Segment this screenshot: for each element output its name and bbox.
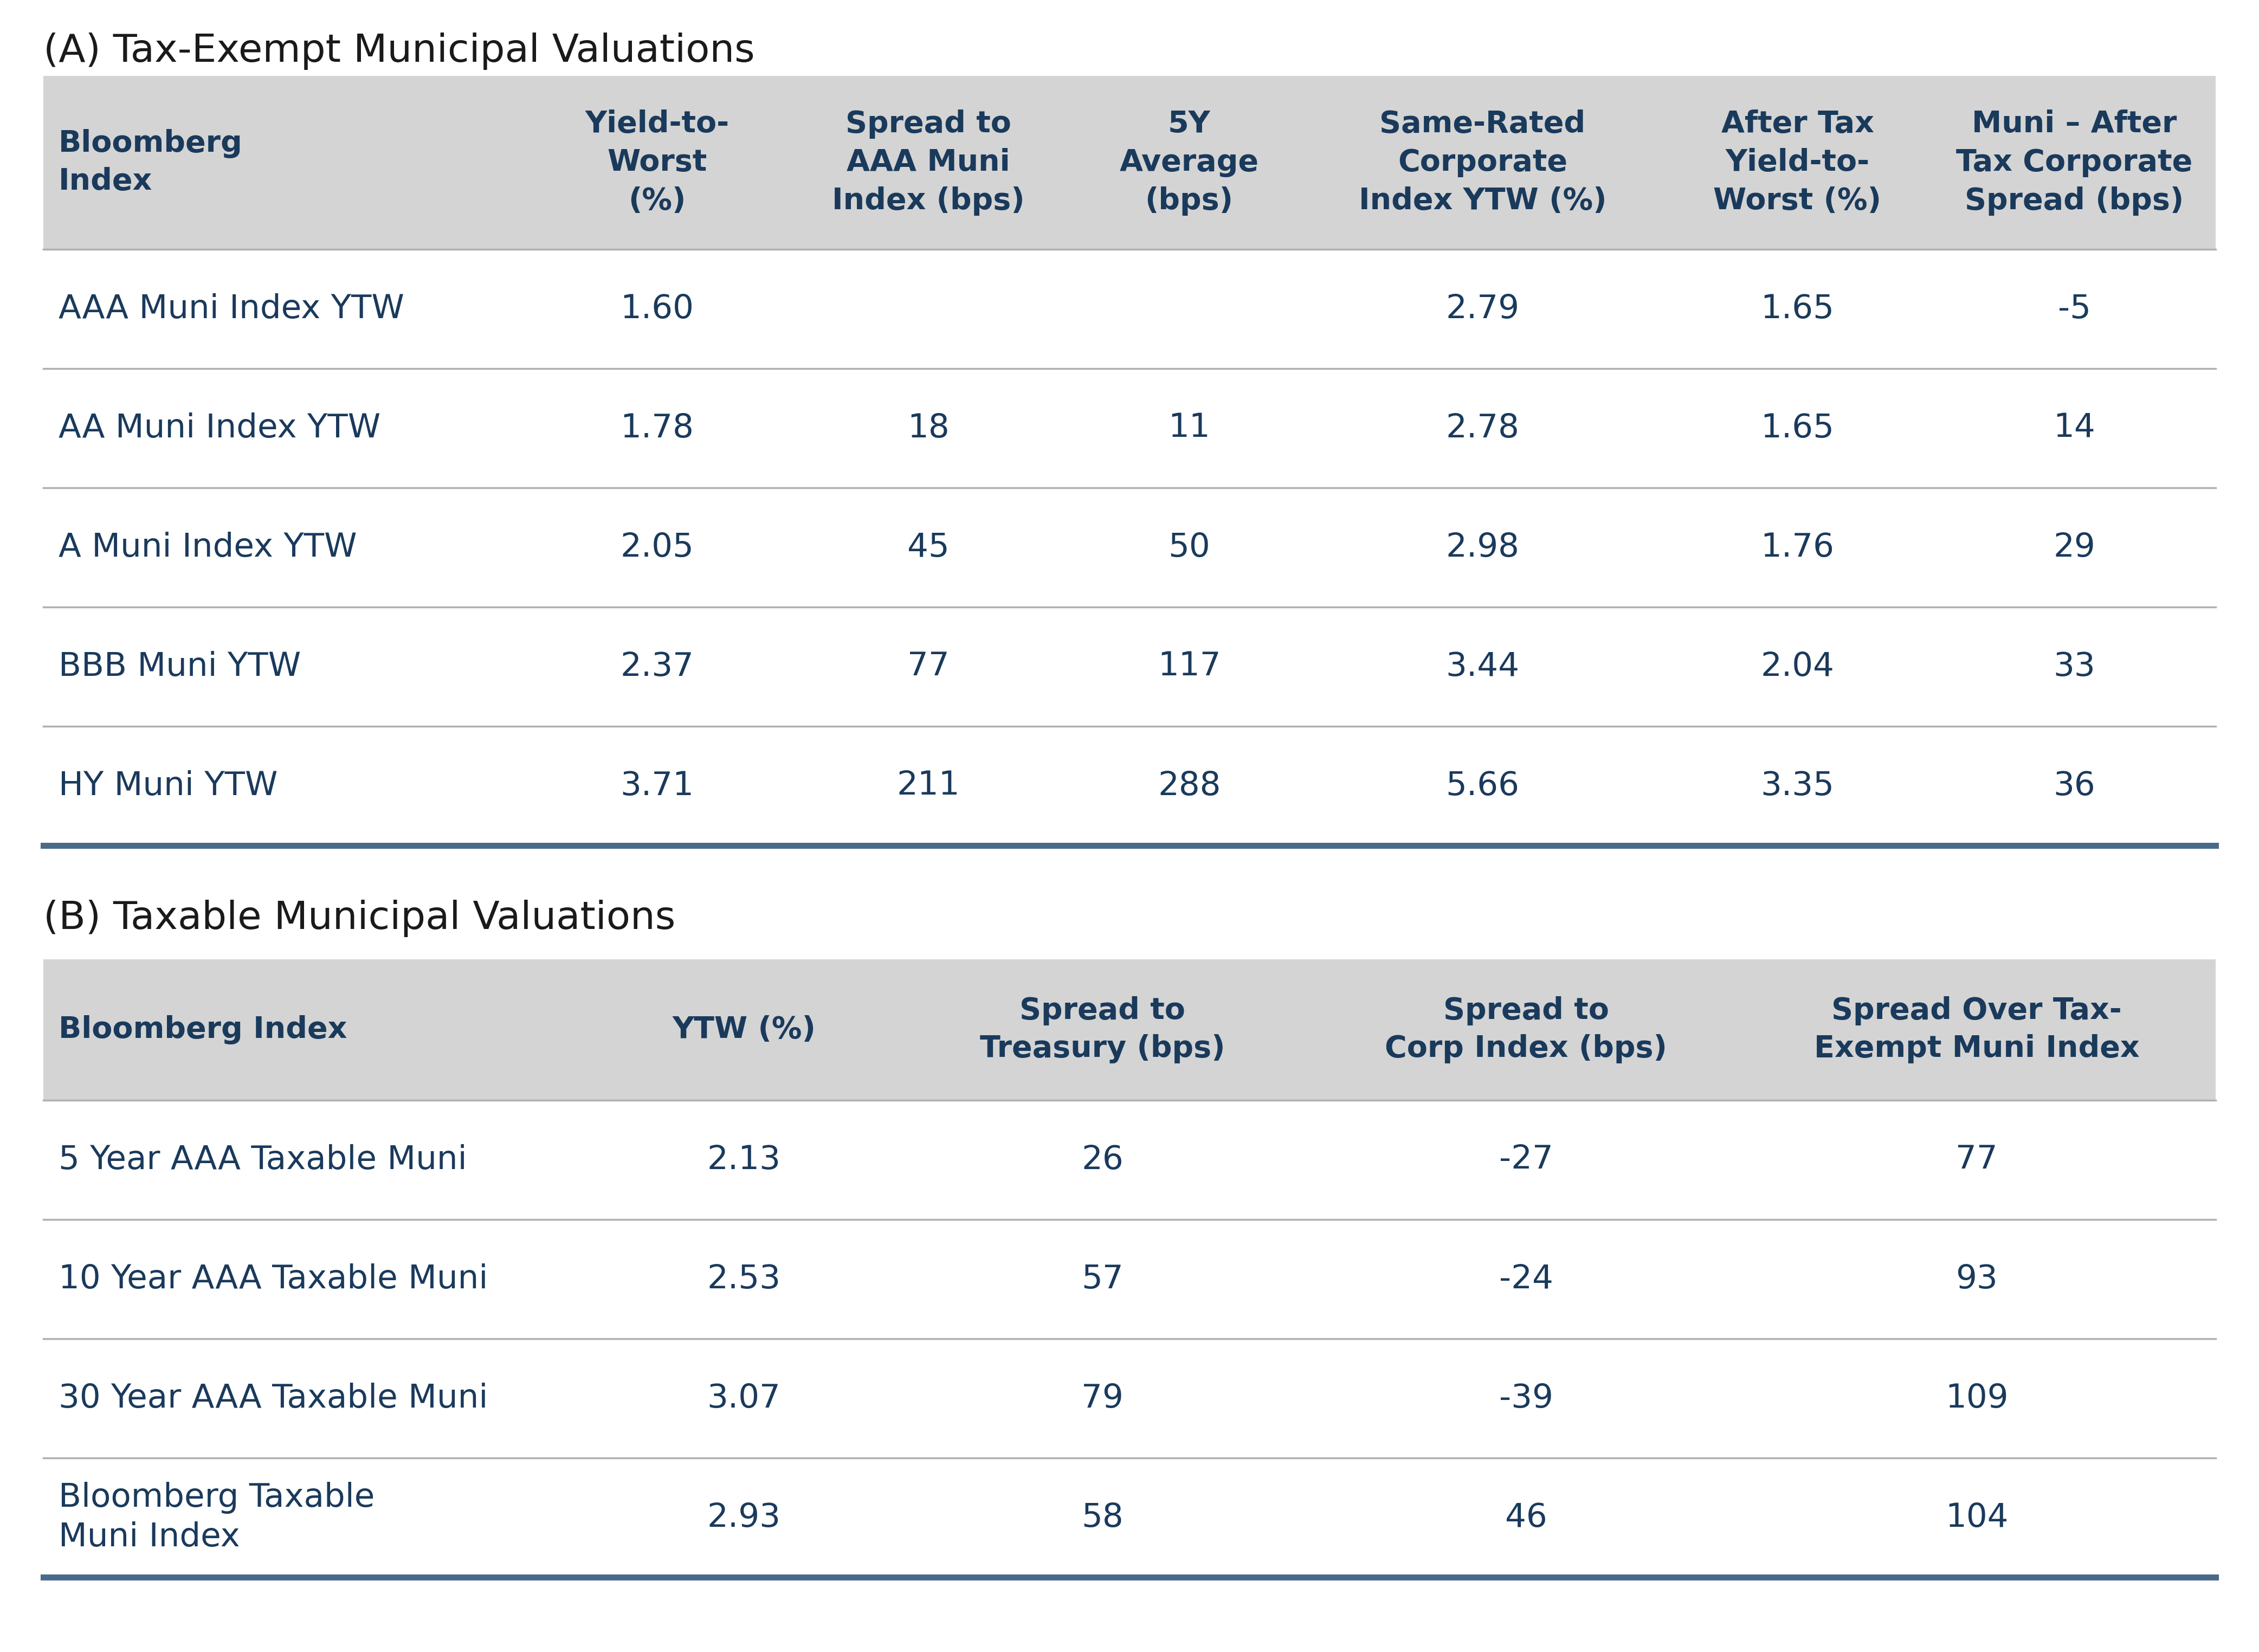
Text: 2.05: 2.05 [621,532,694,563]
Text: -24: -24 [1500,1264,1552,1295]
Text: 11: 11 [1168,413,1211,444]
Text: 18: 18 [908,413,949,444]
Bar [43,960,2216,1100]
Text: Spread to
Corp Index (bps): Spread to Corp Index (bps) [1385,996,1667,1064]
Text: Bloomberg
Index: Bloomberg Index [59,129,242,197]
Text: 211: 211 [897,770,960,801]
Text: 1.76: 1.76 [1760,532,1834,563]
Text: 10 Year AAA Taxable Muni: 10 Year AAA Taxable Muni [59,1264,488,1295]
Text: 3.35: 3.35 [1760,770,1834,801]
Text: Bloomberg Taxable
Muni Index: Bloomberg Taxable Muni Index [59,1482,375,1553]
Text: Muni – After
Tax Corporate
Spread (bps): Muni – After Tax Corporate Spread (bps) [1956,109,2193,216]
Text: 2.04: 2.04 [1760,651,1834,682]
Text: YTW (%): YTW (%) [673,1016,815,1044]
Text: (B) Taxable Municipal Valuations: (B) Taxable Municipal Valuations [43,900,675,937]
Text: 46: 46 [1504,1502,1547,1533]
Text: Spread to
Treasury (bps): Spread to Treasury (bps) [980,996,1224,1064]
Bar [43,76,2216,249]
Text: 5 Year AAA Taxable Muni: 5 Year AAA Taxable Muni [59,1143,468,1176]
Text: 104: 104 [1945,1502,2008,1533]
Text: -27: -27 [1500,1143,1552,1176]
Text: 2.53: 2.53 [707,1264,782,1295]
Text: 1.65: 1.65 [1760,292,1834,325]
Text: Yield-to-
Worst
(%): Yield-to- Worst (%) [585,109,730,216]
Text: 77: 77 [1956,1143,1997,1176]
Text: 50: 50 [1168,532,1211,563]
Text: 3.71: 3.71 [621,770,694,801]
Text: BBB Muni YTW: BBB Muni YTW [59,651,300,682]
Text: Spread to
AAA Muni
Index (bps): Spread to AAA Muni Index (bps) [831,109,1026,216]
Text: -5: -5 [2058,292,2092,325]
Text: 33: 33 [2053,651,2096,682]
Text: 109: 109 [1945,1383,2008,1414]
Text: 117: 117 [1157,651,1220,682]
Text: 79: 79 [1082,1383,1123,1414]
Text: 26: 26 [1082,1143,1123,1176]
Text: 36: 36 [2053,770,2096,801]
Text: (A) Tax-Exempt Municipal Valuations: (A) Tax-Exempt Municipal Valuations [43,33,755,69]
Text: Same-Rated
Corporate
Index YTW (%): Same-Rated Corporate Index YTW (%) [1358,109,1606,216]
Text: 5Y
Average
(bps): 5Y Average (bps) [1120,109,1258,216]
Text: Bloomberg Index: Bloomberg Index [59,1016,348,1044]
Text: 3.07: 3.07 [707,1383,782,1414]
Text: -39: -39 [1500,1383,1552,1414]
Text: 1.60: 1.60 [621,292,694,325]
Text: 58: 58 [1082,1502,1123,1533]
Text: 29: 29 [2053,532,2096,563]
Text: 2.93: 2.93 [707,1502,782,1533]
Text: 3.44: 3.44 [1446,651,1520,682]
Text: HY Muni YTW: HY Muni YTW [59,770,278,801]
Text: 93: 93 [1956,1264,1997,1295]
Text: 2.13: 2.13 [707,1143,782,1176]
Text: 1.78: 1.78 [621,413,694,444]
Text: 45: 45 [908,532,949,563]
Text: After Tax
Yield-to-
Worst (%): After Tax Yield-to- Worst (%) [1715,109,1882,216]
Text: 2.78: 2.78 [1446,413,1520,444]
Text: Spread Over Tax-
Exempt Muni Index: Spread Over Tax- Exempt Muni Index [1814,996,2139,1064]
Text: 30 Year AAA Taxable Muni: 30 Year AAA Taxable Muni [59,1383,488,1414]
Text: 2.37: 2.37 [621,651,694,682]
Text: AAA Muni Index YTW: AAA Muni Index YTW [59,292,404,325]
Text: 2.98: 2.98 [1446,532,1520,563]
Text: 288: 288 [1157,770,1220,801]
Text: 14: 14 [2053,413,2096,444]
Text: 5.66: 5.66 [1446,770,1520,801]
Text: AA Muni Index YTW: AA Muni Index YTW [59,413,380,444]
Text: A Muni Index YTW: A Muni Index YTW [59,532,357,563]
Text: 1.65: 1.65 [1760,413,1834,444]
Text: 57: 57 [1082,1264,1123,1295]
Text: 2.79: 2.79 [1446,292,1520,325]
Text: 77: 77 [908,651,949,682]
